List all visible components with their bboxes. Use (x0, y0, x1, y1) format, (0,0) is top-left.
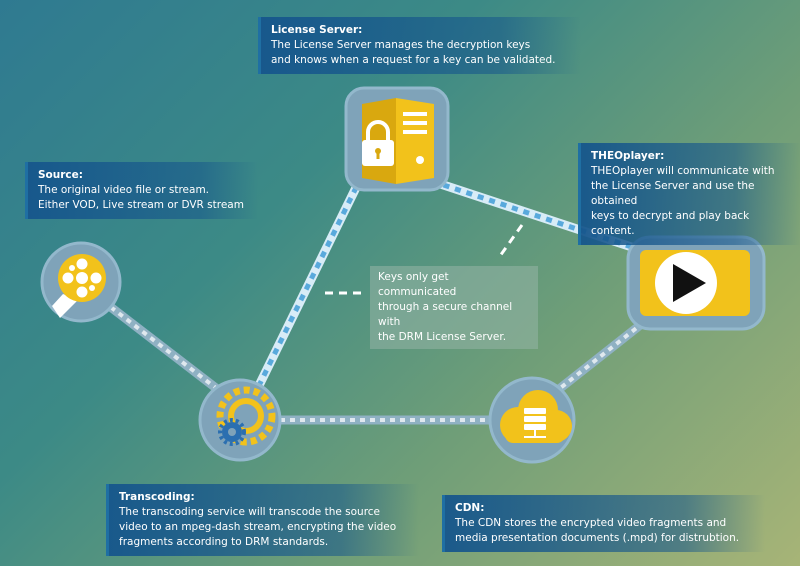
license-server-description: The License Server manages the decryptio… (271, 39, 556, 66)
cdn-description: The CDN stores the encrypted video fragm… (455, 517, 740, 544)
cdn-node (488, 376, 576, 464)
source-node (40, 241, 122, 323)
play-icon (640, 250, 750, 316)
transcoding-callout: Transcoding: The transcoding service wil… (106, 484, 419, 556)
film-reel-icon (52, 254, 106, 318)
source-callout: Source: The original video file or strea… (25, 162, 258, 219)
secure-channel-note: Keys only get communicated through a sec… (370, 266, 538, 349)
license-server-title: License Server: (271, 24, 363, 36)
theoplayer-title: THEOplayer: (591, 150, 665, 162)
transcoding-node (198, 378, 282, 462)
license-server-node (344, 86, 450, 192)
source-title: Source: (38, 169, 83, 181)
theoplayer-node (626, 235, 766, 331)
cdn-title: CDN: (455, 502, 485, 514)
source-description: The original video file or stream. Eithe… (38, 184, 244, 211)
transcoding-description: The transcoding service will transcode t… (119, 506, 397, 548)
license-server-callout: License Server: The License Server manag… (258, 17, 581, 74)
theoplayer-description: THEOplayer will communicate with the Lic… (591, 165, 775, 237)
server-lock-icon (362, 98, 434, 184)
transcoding-title: Transcoding: (119, 491, 195, 503)
note-pointers (325, 224, 524, 295)
cdn-callout: CDN: The CDN stores the encrypted video … (442, 495, 765, 552)
theoplayer-callout: THEOplayer: THEOplayer will communicate … (578, 143, 800, 245)
cloud-server-icon (500, 390, 572, 443)
transcoding-to-license-server-link (243, 153, 377, 410)
gears-icon (216, 386, 276, 446)
